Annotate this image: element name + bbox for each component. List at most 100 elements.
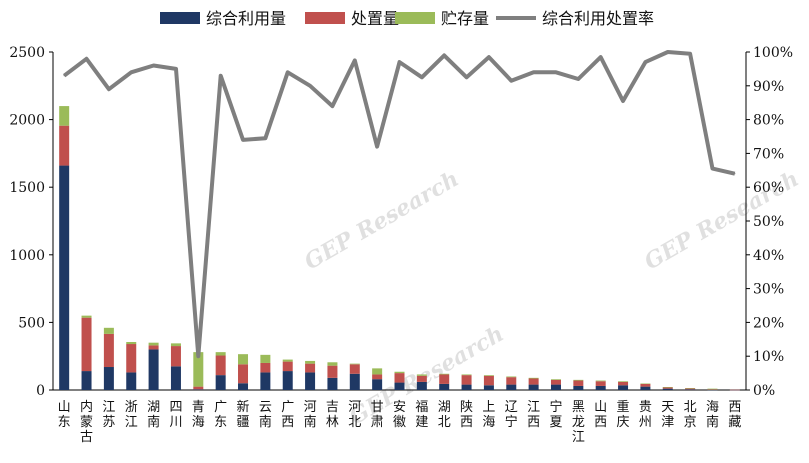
bar-segment: [439, 373, 450, 375]
bar-segment: [238, 364, 249, 384]
right-axis-tick-label: 0%: [753, 383, 775, 399]
bar-segment: [573, 379, 584, 381]
bar-segment: [394, 373, 405, 383]
x-axis-tick-label: 河北: [348, 400, 361, 430]
legend-label: 处置量: [351, 9, 399, 28]
bar-segment: [573, 380, 584, 386]
x-axis-tick-label: 新疆: [237, 399, 250, 430]
bar-segment: [215, 355, 226, 376]
right-axis-tick-label: 90%: [753, 79, 784, 95]
bar-segment: [729, 389, 740, 391]
right-axis-tick-label: 80%: [753, 113, 784, 129]
bar-segment: [662, 387, 673, 389]
x-axis-tick-label: 贵州: [639, 400, 652, 430]
right-axis-tick-label: 10%: [753, 349, 784, 365]
line-point: [577, 78, 579, 80]
legend-label: 贮存量: [441, 9, 489, 28]
line-point: [533, 71, 535, 73]
legend-label: 综合利用处置率: [542, 9, 654, 28]
bar-segment: [550, 384, 561, 390]
bar-segment: [640, 386, 651, 390]
right-axis-tick-label: 60%: [753, 180, 784, 196]
x-axis-tick-label: 湖南: [147, 400, 160, 430]
bar-segment: [103, 327, 114, 334]
bar-segment: [81, 315, 92, 318]
line-point: [689, 53, 691, 55]
bar-segment: [439, 383, 450, 390]
x-axis-tick-label: 福建: [415, 400, 428, 430]
x-axis-tick-label: 江苏: [102, 400, 115, 430]
line-point: [667, 51, 669, 53]
bar-segment: [372, 368, 383, 375]
line-point: [734, 173, 736, 175]
bar-segment: [193, 352, 204, 387]
line-point: [85, 58, 88, 60]
bar-segment: [126, 342, 137, 345]
bar-segment: [170, 346, 181, 367]
bar-segment: [618, 381, 629, 386]
bar-segment: [618, 381, 629, 382]
x-axis-tick-label: 广西: [281, 400, 294, 430]
bar-segment: [170, 366, 181, 390]
bar-segment: [573, 385, 584, 390]
bar-segment: [238, 354, 249, 365]
line-point: [287, 71, 289, 73]
line-point: [398, 61, 401, 63]
bar-segment: [349, 363, 360, 365]
bar-segment: [81, 317, 92, 372]
bar-segment: [707, 389, 718, 391]
bar-segment: [148, 342, 159, 346]
bar-segment: [662, 388, 673, 390]
x-axis-tick-label: 山东: [58, 400, 71, 430]
bar-segment: [416, 374, 427, 376]
bar-segment: [461, 384, 472, 390]
bar-segment: [461, 375, 472, 385]
bar-segment: [685, 389, 696, 390]
x-axis-tick-label: 安徽: [393, 400, 406, 430]
x-axis-tick-label: 内蒙古: [80, 399, 93, 445]
right-axis-tick-label: 100%: [753, 45, 793, 61]
left-axis-tick-label: 500: [18, 315, 45, 331]
bar-segment: [59, 165, 70, 390]
line-point: [152, 64, 155, 67]
bar-segment: [483, 375, 494, 376]
x-axis-tick-label: 浙江: [125, 400, 138, 430]
bar-segment: [416, 381, 427, 390]
bar-segment: [59, 125, 70, 166]
bar-segment: [483, 375, 494, 386]
x-axis-tick-label: 甘肃: [371, 400, 384, 430]
line-point: [443, 54, 445, 56]
bar-segment: [260, 362, 271, 373]
left-axis-tick-label: 2500: [9, 45, 45, 61]
bar-segment: [483, 385, 494, 390]
bar-segment: [103, 367, 114, 390]
bar-segment: [148, 345, 159, 350]
bar-segment: [126, 372, 137, 390]
line-point: [711, 168, 714, 170]
x-axis-tick-label: 湖北: [438, 400, 451, 430]
bar-segment: [372, 374, 383, 380]
line-point: [242, 139, 244, 141]
left-axis-tick-label: 1000: [9, 248, 45, 264]
x-axis-tick-label: 宁夏: [549, 399, 562, 430]
line-point: [130, 71, 132, 73]
x-axis-tick-label: 西藏: [728, 400, 741, 430]
bar-segment: [394, 371, 405, 374]
right-axis-tick-label: 20%: [753, 315, 784, 331]
line-point: [555, 71, 557, 73]
bar-segment: [59, 106, 70, 126]
bar-segment: [550, 379, 561, 385]
bar-segment: [327, 362, 338, 366]
legend-swatch: [305, 12, 345, 24]
bar-segment: [707, 388, 718, 390]
line-point: [488, 56, 490, 58]
bar-segment: [595, 380, 606, 382]
line-point: [600, 56, 602, 58]
bar-segment: [349, 373, 360, 390]
line-point: [421, 76, 423, 78]
left-axis-tick-label: 2000: [9, 113, 45, 129]
bar-segment: [238, 383, 249, 390]
line-point: [622, 100, 624, 102]
x-axis-tick-label: 黑龙江: [572, 400, 585, 445]
